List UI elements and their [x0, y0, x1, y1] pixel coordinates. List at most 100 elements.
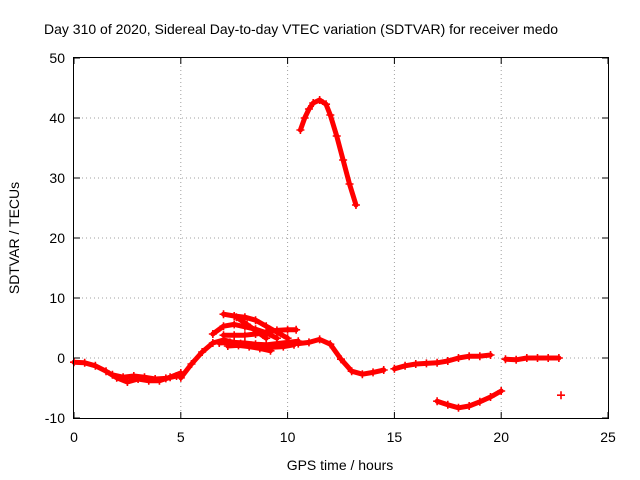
data-layer [70, 96, 566, 412]
data-point [161, 374, 170, 383]
data-point [300, 114, 309, 122]
series-line [285, 336, 387, 377]
y-tick-label: 50 [49, 50, 65, 66]
data-point [230, 320, 239, 329]
y-tick-label: -10 [45, 410, 65, 426]
data-point [232, 313, 241, 322]
data-point [345, 180, 354, 188]
data-point [554, 354, 563, 362]
data-point [390, 364, 399, 373]
series-track-11 [296, 96, 360, 209]
series-track-12 [390, 351, 495, 373]
data-point [326, 111, 335, 119]
y-tick-label: 10 [49, 290, 65, 306]
data-point [544, 354, 553, 362]
data-point [309, 99, 318, 107]
data-point [332, 132, 341, 140]
data-point [501, 355, 510, 364]
data-point [208, 330, 217, 338]
data-point [337, 355, 345, 364]
data-point [102, 367, 111, 376]
series-track-13 [501, 354, 563, 364]
data-point [176, 373, 185, 382]
series-track-10 [283, 335, 388, 379]
data-point [304, 105, 313, 113]
y-axis-title: SDTVAR / TECUs [6, 182, 22, 294]
x-tick-label: 10 [280, 429, 296, 445]
data-point [422, 359, 431, 368]
data-point [304, 338, 313, 347]
grid [74, 58, 608, 418]
data-point [266, 346, 275, 355]
data-point [272, 326, 281, 335]
data-point [187, 360, 196, 368]
series-track-15 [557, 391, 566, 400]
data-point [223, 342, 232, 350]
data-point [465, 352, 474, 361]
data-point [283, 325, 292, 334]
x-tick-label: 20 [493, 429, 509, 445]
data-point [296, 126, 305, 134]
data-point [251, 316, 260, 325]
data-point [454, 354, 463, 362]
data-point [129, 372, 138, 380]
data-point [294, 339, 303, 348]
data-point [91, 361, 100, 370]
data-point [339, 156, 348, 164]
y-tick-label: 30 [49, 170, 65, 186]
data-point [443, 400, 452, 409]
data-point [522, 354, 531, 362]
data-point [315, 96, 324, 104]
chart-title: Day 310 of 2020, Sidereal Day-to-day VTE… [44, 21, 558, 37]
data-point [486, 351, 495, 359]
y-tick-label: 20 [49, 230, 65, 246]
data-point [230, 331, 239, 340]
data-point [486, 393, 495, 401]
data-point [119, 373, 128, 382]
series-track-14 [433, 387, 506, 412]
series-line [391, 352, 493, 372]
data-point [512, 355, 521, 364]
x-tick-labels: 0 5 10 15 20 25 [70, 429, 616, 445]
data-point [465, 402, 474, 410]
data-point [243, 320, 252, 329]
y-tick-label: 0 [57, 350, 65, 366]
data-point [198, 348, 207, 356]
data-point [240, 313, 249, 322]
data-point [326, 340, 335, 349]
series-track-2 [108, 370, 181, 383]
data-point [123, 378, 132, 386]
data-point [433, 397, 442, 406]
data-point [358, 370, 367, 379]
x-tick-label: 0 [70, 429, 78, 445]
data-point [411, 360, 420, 368]
ticks [73, 57, 609, 419]
data-point [80, 358, 89, 367]
data-point [475, 352, 484, 361]
series-track-8 [219, 325, 301, 340]
data-point [443, 357, 452, 365]
data-point [369, 368, 378, 377]
data-point [557, 391, 566, 400]
data-point [533, 354, 542, 362]
data-point [219, 331, 228, 340]
data-point [151, 375, 160, 383]
plot-frame [73, 57, 609, 419]
x-tick-label: 5 [177, 429, 185, 445]
data-point [262, 328, 271, 337]
data-point [433, 358, 442, 367]
data-point [315, 335, 324, 344]
data-point [401, 361, 410, 370]
data-point [219, 310, 228, 319]
data-point [140, 373, 149, 382]
data-point [240, 331, 249, 340]
data-point [351, 201, 360, 209]
data-point [251, 330, 260, 338]
data-point [245, 342, 254, 351]
data-point [379, 366, 388, 374]
y-tick-label: 40 [49, 110, 65, 126]
data-point [322, 100, 331, 109]
data-point [292, 325, 301, 334]
series-track-1 [70, 358, 185, 386]
